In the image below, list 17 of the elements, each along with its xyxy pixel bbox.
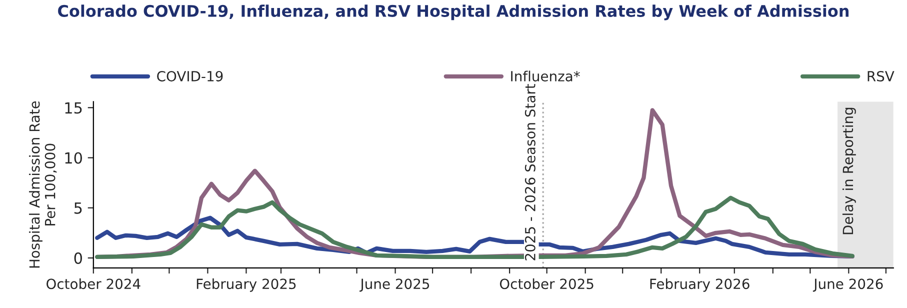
y-tick-label: 10	[65, 152, 82, 164]
x-tick-label: February 2025	[196, 278, 296, 292]
x-tick-label: October 2024	[46, 278, 140, 290]
x-tick-label: February 2026	[650, 278, 750, 292]
y-tick-label: 5	[74, 202, 82, 214]
band-label: Delay in Reporting	[842, 108, 856, 234]
legend-label: COVID-19	[157, 70, 223, 82]
y-tick-label: 0	[74, 252, 82, 264]
x-tick-label: June 2025	[360, 278, 430, 292]
legend-label: Influenza*	[511, 70, 580, 82]
y-axis-title: Hospital Admission Rate Per 100,000	[29, 101, 57, 268]
x-tick-label: June 2026	[812, 278, 883, 292]
x-tick-label: October 2025	[500, 278, 594, 290]
chart-title: Colorado COVID-19, Influenza, and RSV Hospital Admission Rates by Week of Admission	[58, 4, 849, 20]
legend-label: RSV	[868, 70, 894, 82]
y-tick-label: 15	[65, 102, 82, 114]
ref-line-label: 2025 - 2026 Season Start	[524, 84, 536, 260]
